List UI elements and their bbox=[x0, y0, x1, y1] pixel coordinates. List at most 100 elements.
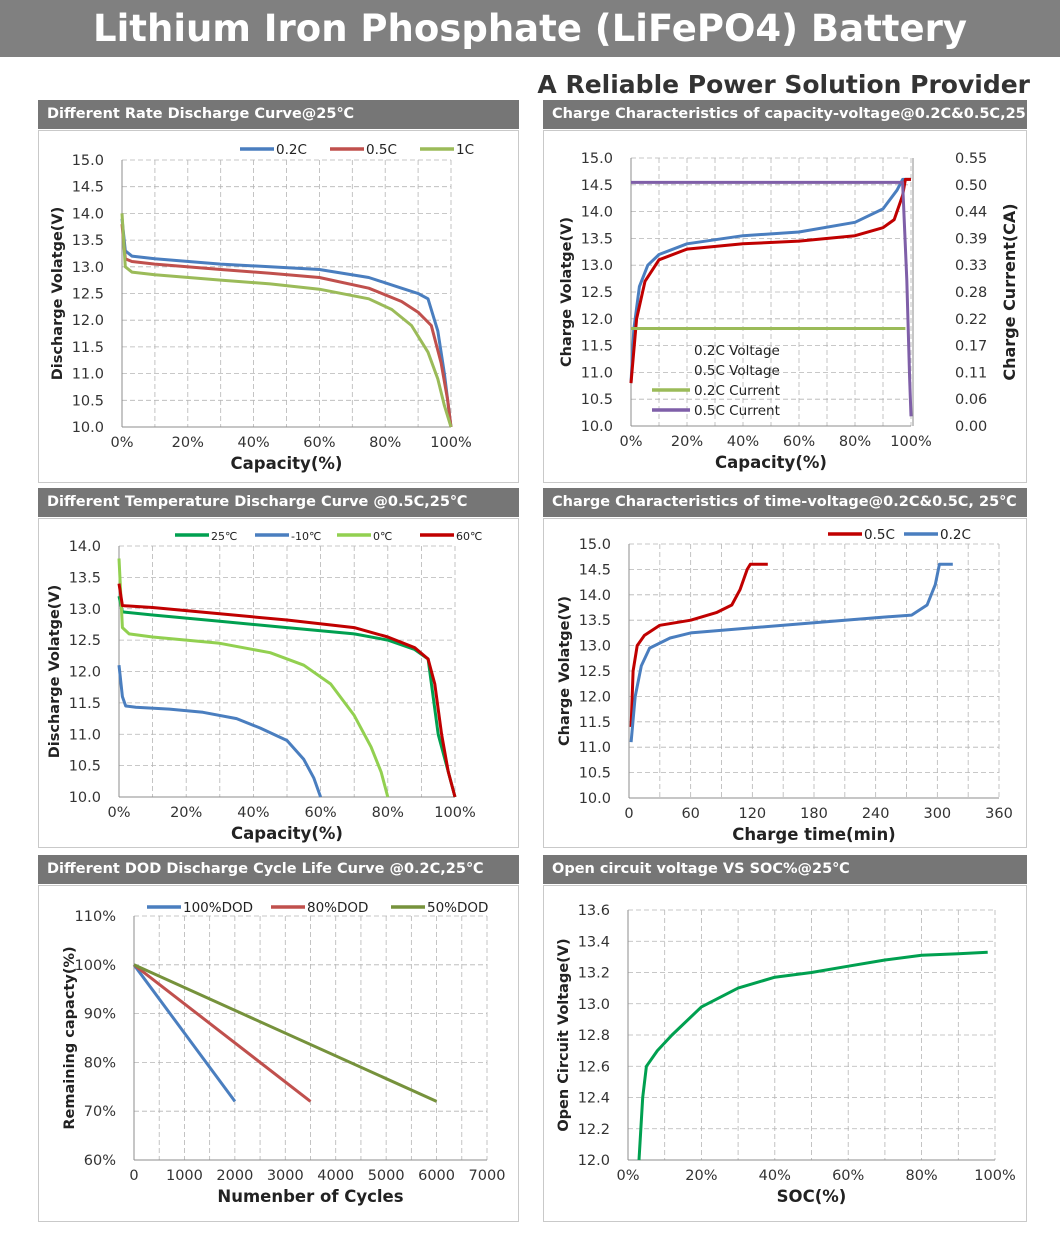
x-tick-label: 60% bbox=[832, 1168, 864, 1184]
page-subtitle: A Reliable Power Solution Provider bbox=[537, 70, 1030, 99]
y2-tick-label: 0.44 bbox=[955, 205, 987, 221]
series-line-3 bbox=[133, 963, 438, 1103]
y-tick-label: 11.5 bbox=[581, 339, 613, 355]
x-tick-label: 360 bbox=[985, 806, 1013, 822]
panel-title-1: Different Rate Discharge Curve@25℃ bbox=[38, 100, 519, 129]
y-tick-label: 14.5 bbox=[72, 180, 104, 196]
y-tick-label: 14.0 bbox=[72, 206, 104, 222]
y2-tick-label: 0.06 bbox=[955, 392, 987, 408]
legend-label: 0.5C bbox=[864, 527, 895, 543]
y-tick-label: 12.4 bbox=[578, 1091, 610, 1107]
x-tick-label: 100% bbox=[890, 434, 931, 450]
chart-4: 0 60 120 180 240 300 360 10.0 10.5 11.0 11.5 12.0 12… bbox=[557, 527, 1013, 844]
x-tick-label: 80% bbox=[369, 435, 401, 451]
y2-tick-label: 0.00 bbox=[955, 419, 987, 435]
y2-tick-label: 0.11 bbox=[955, 365, 987, 381]
y-tick-label: 13.0 bbox=[581, 258, 613, 274]
series-line-4 bbox=[631, 180, 913, 417]
x-tick-label: 80% bbox=[372, 805, 404, 821]
x-tick-label: 1000 bbox=[166, 1168, 203, 1184]
y-tick-label: 11.0 bbox=[69, 727, 101, 743]
y-tick-label: 14.0 bbox=[579, 588, 611, 604]
y-tick-label: 11.5 bbox=[72, 340, 104, 356]
chart-1: 0% 20% 40% 60% 80% 100% 10.0 10.5 11.0 11.5 12.0 12… bbox=[50, 142, 474, 473]
legend-label: 0.2C Current bbox=[694, 383, 780, 399]
chart-5: 0 1000 2000 3000 4000 5000 6000 7000 60% 70% 80% 90… bbox=[62, 900, 505, 1206]
x-tick-label: 80% bbox=[839, 434, 871, 450]
series-line-3 bbox=[120, 213, 453, 428]
y-tick-label: 12.0 bbox=[69, 665, 101, 681]
y-tick-label: 12.8 bbox=[578, 1028, 610, 1044]
x-tick-label: 0 bbox=[624, 806, 633, 822]
y2-tick-label: 0.55 bbox=[955, 151, 987, 167]
y-tick-label: 13.6 bbox=[578, 903, 610, 919]
y-tick-label: 100% bbox=[75, 958, 116, 974]
y-tick-label: 12.5 bbox=[579, 664, 611, 680]
x-tick-label: 60% bbox=[304, 805, 336, 821]
x-tick-label: 3000 bbox=[267, 1168, 304, 1184]
panel-title-5: Different DOD Discharge Cycle Life Curve… bbox=[38, 855, 519, 884]
x-tick-label: 80% bbox=[905, 1168, 937, 1184]
y-tick-label: 13.5 bbox=[579, 613, 611, 629]
y-tick-label: 12.0 bbox=[578, 1153, 610, 1169]
panel-title-4: Charge Characteristics of time-voltage@0… bbox=[543, 488, 1027, 517]
y-tick-label: 13.0 bbox=[69, 602, 101, 618]
y-tick-label: 14.5 bbox=[581, 178, 613, 194]
chart-2: 0% 20% 40% 60% 80% 100% 10.0 10.5 11.0 11.5 12.0 12… bbox=[559, 151, 1019, 472]
series-line-1 bbox=[117, 595, 457, 798]
x-tick-label: 5000 bbox=[368, 1168, 405, 1184]
legend-label: 0.5C Current bbox=[694, 403, 780, 419]
y-tick-label: 14.0 bbox=[69, 539, 101, 555]
chart-panel-2 bbox=[543, 130, 1027, 483]
y-tick-label: 11.5 bbox=[579, 715, 611, 731]
y2-tick-label: 0.17 bbox=[955, 339, 987, 355]
legend-label: -10℃ bbox=[291, 530, 321, 543]
y-tick-label: 13.0 bbox=[578, 997, 610, 1013]
x-tick-label: 7000 bbox=[469, 1168, 506, 1184]
series-line-1 bbox=[120, 218, 453, 428]
y-tick-label: 12.2 bbox=[578, 1122, 610, 1138]
x-axis-label: Capacity(%) bbox=[231, 454, 343, 473]
x-tick-label: 6000 bbox=[418, 1168, 455, 1184]
y-tick-label: 11.0 bbox=[579, 740, 611, 756]
legend-label: 25℃ bbox=[211, 530, 237, 543]
x-tick-label: 100% bbox=[434, 805, 475, 821]
x-tick-label: 0% bbox=[110, 435, 133, 451]
series-line-1 bbox=[637, 950, 988, 1161]
x-tick-label: 4000 bbox=[317, 1168, 354, 1184]
x-tick-label: 120 bbox=[738, 806, 766, 822]
x-tick-label: 0% bbox=[107, 805, 130, 821]
y-tick-label: 70% bbox=[84, 1104, 116, 1120]
x-tick-label: 2000 bbox=[216, 1168, 253, 1184]
legend-label: 0.5C bbox=[366, 142, 397, 158]
panel-title-2: Charge Characteristics of capacity-volta… bbox=[543, 100, 1027, 129]
y2-tick-label: 0.39 bbox=[955, 231, 987, 247]
chart-panel-3 bbox=[38, 518, 519, 848]
x-axis-label: Numenber of Cycles bbox=[217, 1187, 403, 1206]
x-tick-label: 40% bbox=[237, 435, 269, 451]
series-line-1 bbox=[629, 177, 911, 384]
series-line-3 bbox=[117, 558, 390, 798]
y-tick-label: 10.5 bbox=[69, 759, 101, 775]
x-tick-label: 240 bbox=[862, 806, 890, 822]
y-tick-label: 12.5 bbox=[581, 285, 613, 301]
y-tick-label: 10.0 bbox=[581, 419, 613, 435]
chart-grid bbox=[118, 545, 456, 798]
y-tick-label: 10.5 bbox=[579, 766, 611, 782]
y-tick-label: 15.0 bbox=[581, 151, 613, 167]
y-tick-label: 12.0 bbox=[72, 313, 104, 329]
legend-label: 0℃ bbox=[373, 530, 392, 543]
panel-title-3: Different Temperature Discharge Curve @0… bbox=[38, 488, 519, 517]
page-banner: Lithium Iron Phosphate (LiFePO4) Battery bbox=[0, 0, 1060, 57]
y-tick-label: 12.5 bbox=[69, 633, 101, 649]
y-tick-label: 13.0 bbox=[72, 260, 104, 276]
legend-label: 60℃ bbox=[456, 530, 482, 543]
chart-grid bbox=[627, 909, 996, 1161]
series-line-2 bbox=[629, 562, 953, 743]
y-tick-label: 13.4 bbox=[578, 934, 610, 950]
y-tick-label: 13.5 bbox=[69, 570, 101, 586]
chart-grid bbox=[628, 543, 1000, 799]
y-tick-label: 90% bbox=[84, 1007, 116, 1023]
page-title: Lithium Iron Phosphate (LiFePO4) Battery bbox=[93, 7, 967, 50]
x-tick-label: 0% bbox=[616, 1168, 639, 1184]
